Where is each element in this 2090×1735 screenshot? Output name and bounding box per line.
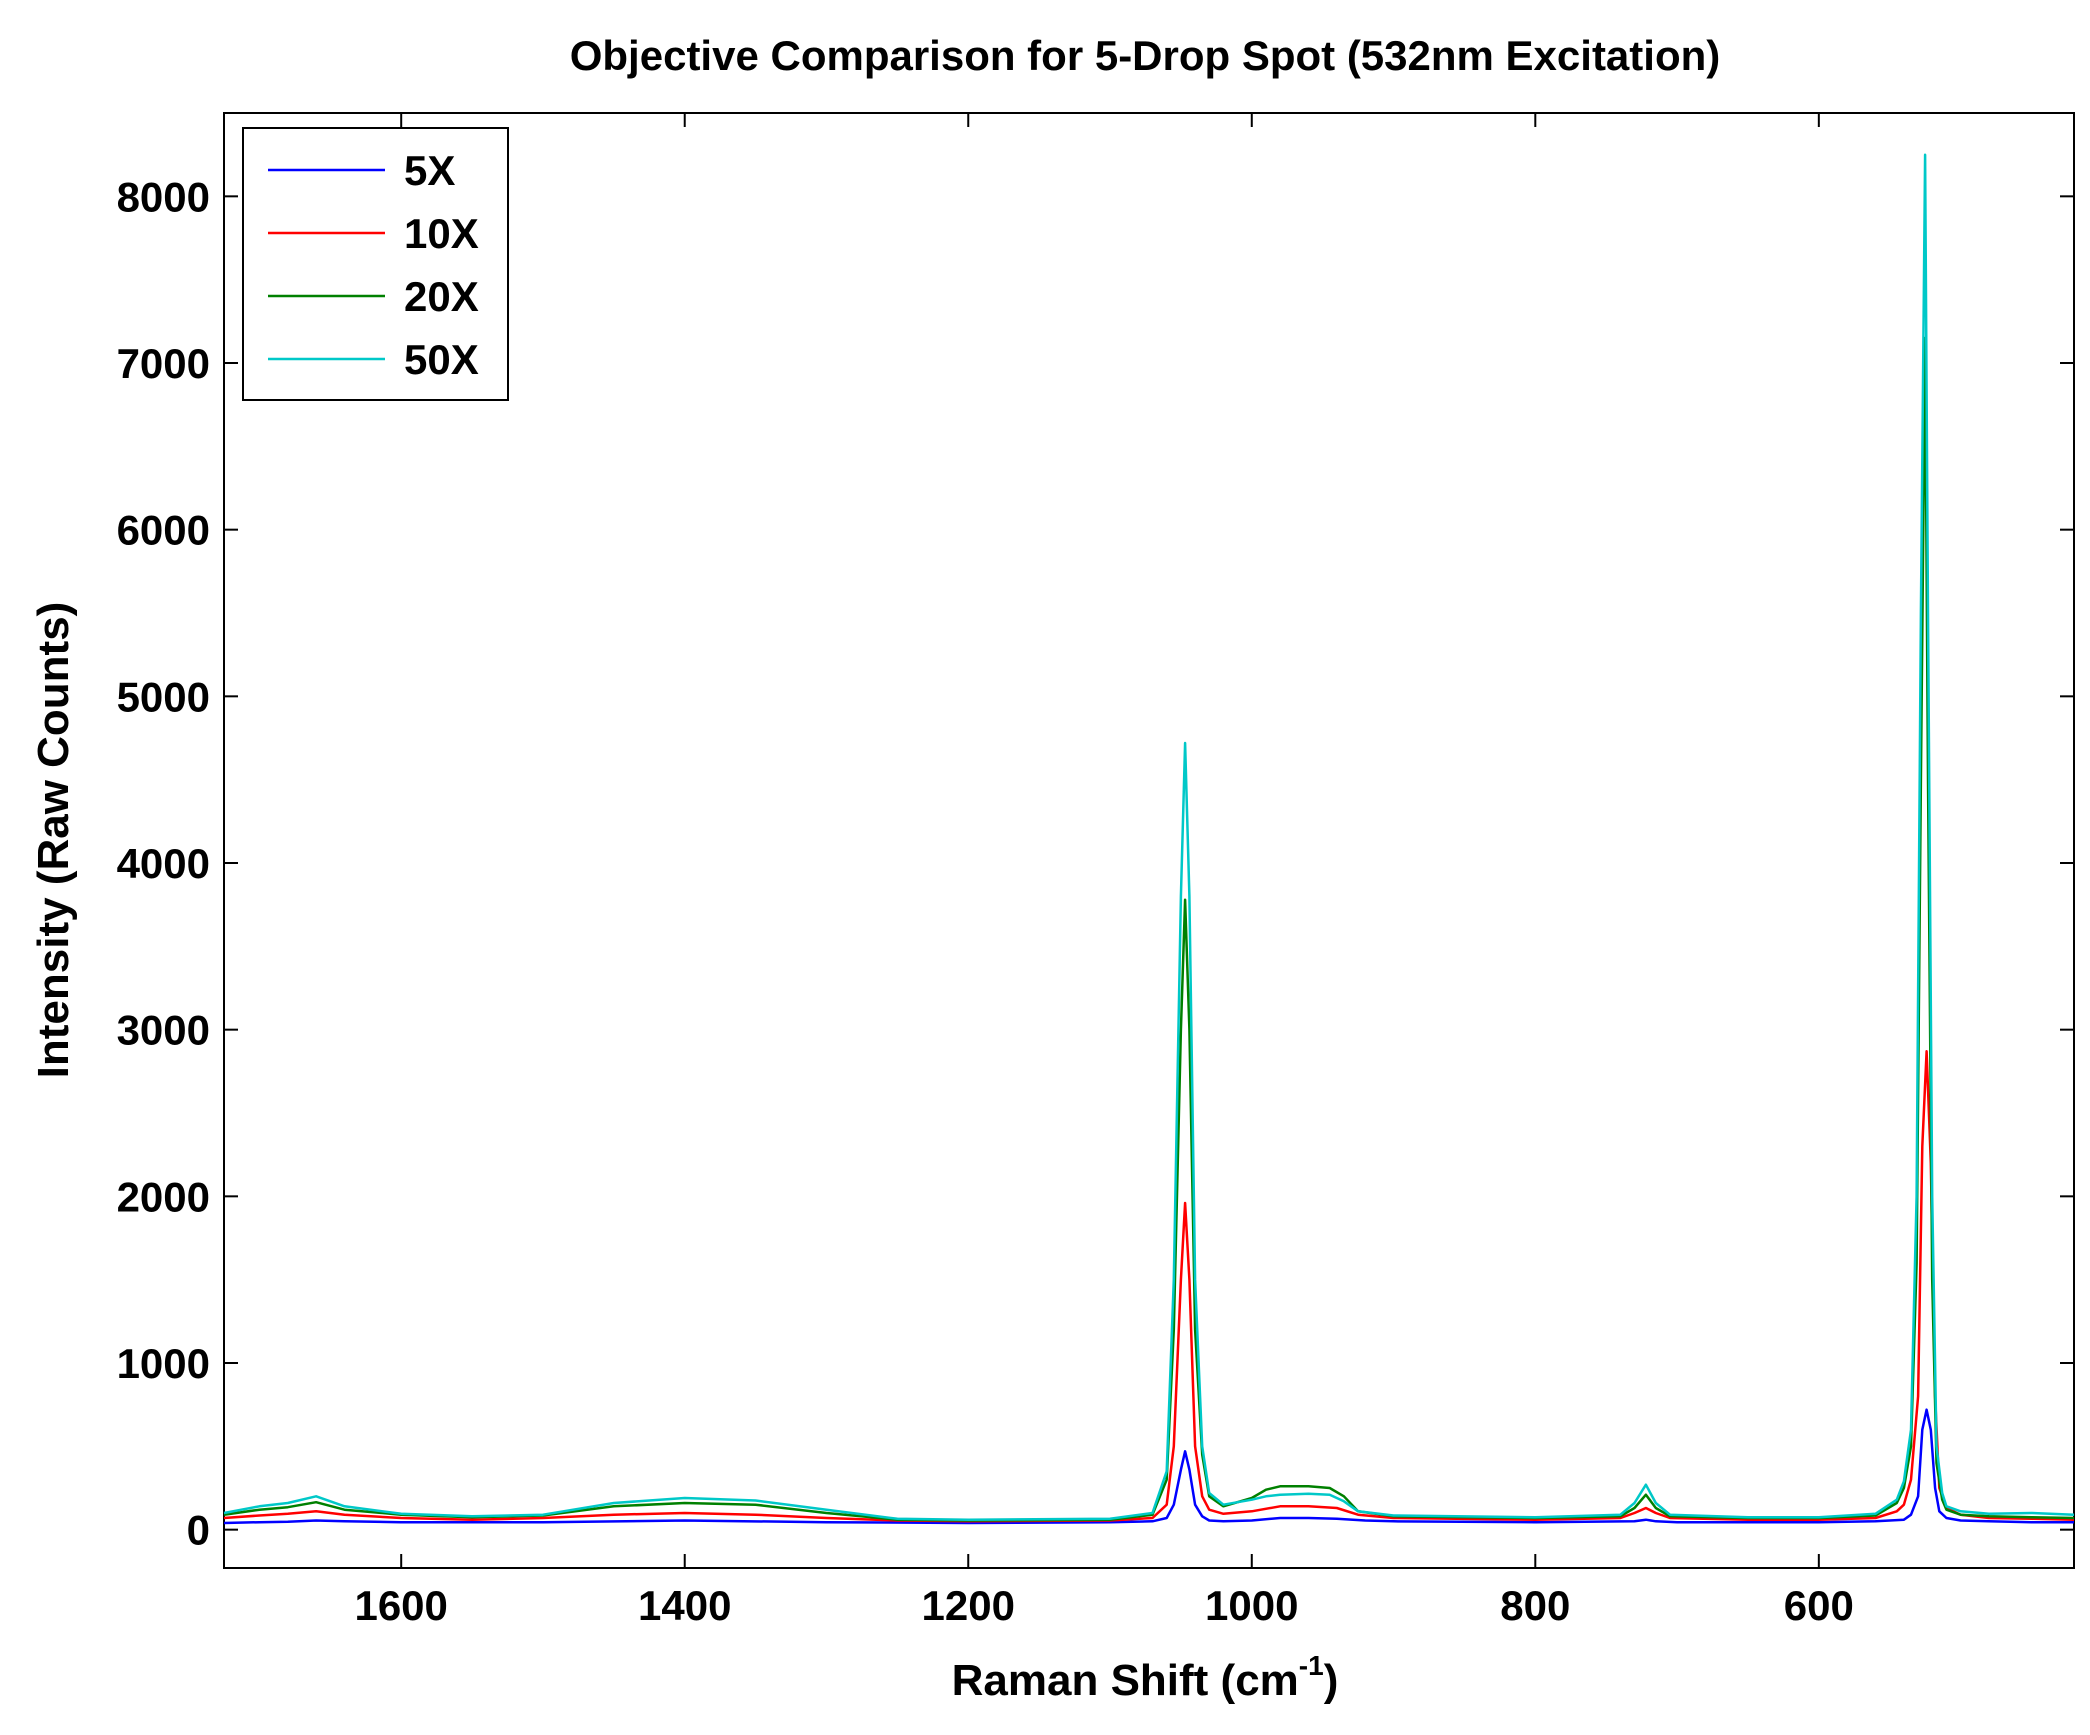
y-tick-label: 7000 [117, 340, 210, 387]
x-tick-label: 1200 [922, 1582, 1015, 1629]
y-tick-label: 0 [187, 1507, 210, 1554]
y-tick-label: 3000 [117, 1007, 210, 1054]
y-axis-ticks: 0 1000 2000 3000 4000 5000 6000 7000 8000 [117, 173, 2074, 1554]
legend-label-50x: 50X [404, 336, 479, 383]
chart-title: Objective Comparison for 5-Drop Spot (53… [570, 32, 1721, 79]
legend-label-10x: 10X [404, 210, 479, 257]
x-tick-label: 600 [1784, 1582, 1854, 1629]
x-tick-label: 1400 [638, 1582, 731, 1629]
x-axis-title-close: ) [1324, 1656, 1339, 1705]
x-axis-title-superscript: -1 [1299, 1650, 1324, 1681]
y-tick-label: 1000 [117, 1340, 210, 1387]
series-line-10x [223, 1050, 2075, 1523]
y-tick-label: 4000 [117, 840, 210, 887]
x-tick-label: 1600 [354, 1582, 447, 1629]
legend-box [242, 127, 509, 401]
y-tick-label: 8000 [117, 173, 210, 220]
legend-label-20x: 20X [404, 273, 479, 320]
series-line-50x [223, 153, 2075, 1521]
y-axis-title: Intensity (Raw Counts) [29, 602, 78, 1079]
x-axis-title-text: Raman Shift (cm [952, 1656, 1299, 1705]
series-line-5x [223, 1408, 2074, 1525]
x-tick-label: 1000 [1205, 1582, 1298, 1629]
series-line-20x [223, 336, 2075, 1522]
x-axis-title: Raman Shift (cm-1) [952, 1650, 1339, 1705]
series-layer [223, 153, 2075, 1525]
y-tick-label: 6000 [117, 507, 210, 554]
legend-label-5x: 5X [404, 147, 455, 194]
x-axis-ticks: 1600 1400 1200 1000 800 600 [354, 113, 1854, 1629]
x-tick-label: 800 [1500, 1582, 1570, 1629]
y-tick-label: 2000 [117, 1173, 210, 1220]
plot-area-frame [223, 112, 2075, 1569]
y-tick-label: 5000 [117, 673, 210, 720]
legend: 5X 10X 20X 50X [242, 127, 509, 401]
